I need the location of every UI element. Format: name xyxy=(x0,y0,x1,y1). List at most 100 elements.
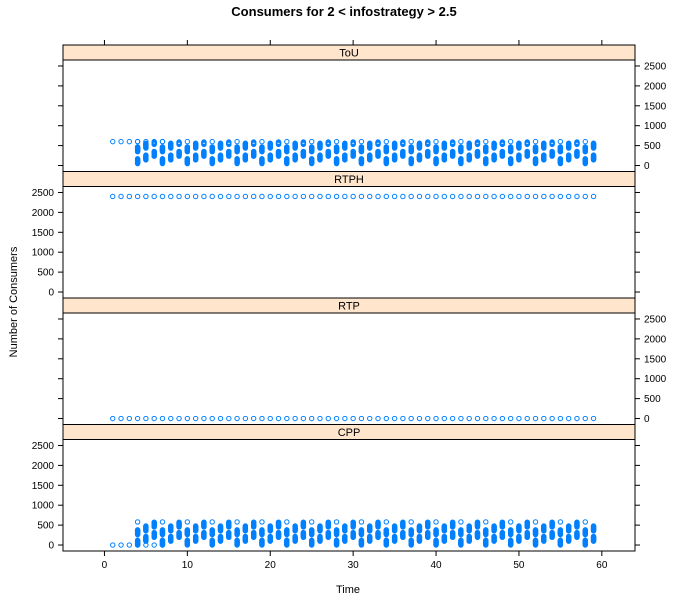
data-point xyxy=(317,140,323,146)
data-point xyxy=(400,193,406,200)
data-point xyxy=(441,193,448,200)
data-point xyxy=(284,193,290,200)
data-point xyxy=(425,519,431,525)
data-point xyxy=(333,415,340,422)
y-tick-label: 500 xyxy=(644,141,661,152)
data-point xyxy=(110,138,116,145)
data-point xyxy=(300,193,307,200)
data-point xyxy=(474,148,481,155)
data-point xyxy=(408,415,414,422)
data-point xyxy=(499,139,506,145)
data-point xyxy=(532,193,539,200)
data-point xyxy=(151,415,157,422)
data-point xyxy=(383,537,390,543)
data-point xyxy=(582,193,588,200)
data-point xyxy=(367,193,373,200)
data-point xyxy=(267,152,273,158)
data-point xyxy=(458,527,464,533)
data-point xyxy=(201,148,207,155)
data-point xyxy=(383,193,390,200)
data-point xyxy=(300,148,307,155)
data-point xyxy=(400,148,406,155)
x-tick-label: 60 xyxy=(596,560,608,571)
data-point xyxy=(192,152,199,158)
data-point xyxy=(259,156,265,162)
data-point xyxy=(590,523,597,529)
data-point xyxy=(300,139,307,145)
data-point xyxy=(474,519,481,525)
data-point xyxy=(391,193,398,200)
data-point xyxy=(408,527,414,533)
data-point xyxy=(441,140,448,146)
data-point xyxy=(541,193,547,200)
data-point xyxy=(524,148,530,155)
data-point xyxy=(491,193,497,200)
data-point xyxy=(143,140,149,146)
data-point xyxy=(458,519,464,525)
data-point xyxy=(367,523,373,529)
data-point xyxy=(176,519,182,525)
data-point xyxy=(590,152,597,158)
data-point xyxy=(308,527,315,533)
data-point xyxy=(242,523,249,529)
data-point xyxy=(242,533,249,540)
data-point xyxy=(134,537,141,543)
data-point xyxy=(483,519,489,525)
y-tick-label: 0 xyxy=(48,541,54,552)
data-point xyxy=(317,523,323,529)
data-point xyxy=(350,139,356,145)
data-point xyxy=(565,415,572,422)
panel-rtp: RTP 0 500 1000 1500 2000 2500 xyxy=(58,297,667,425)
y-tick-label: 1500 xyxy=(644,354,667,365)
data-point xyxy=(209,415,215,422)
data-point xyxy=(292,533,298,540)
data-point xyxy=(143,523,149,529)
data-point xyxy=(375,519,381,525)
data-point xyxy=(466,152,472,158)
data-point xyxy=(134,144,141,150)
data-point xyxy=(483,156,489,162)
data-point xyxy=(143,152,149,158)
strip-label-rtp: RTP xyxy=(338,301,360,313)
data-point xyxy=(333,519,340,525)
data-point xyxy=(118,542,124,548)
data-point xyxy=(234,193,240,200)
data-point xyxy=(159,519,166,525)
data-point xyxy=(590,193,597,200)
data-point xyxy=(565,140,572,146)
data-point xyxy=(516,140,522,146)
data-point xyxy=(250,148,257,155)
data-point xyxy=(267,193,273,200)
y-tick-label: 1000 xyxy=(32,248,55,259)
data-point xyxy=(267,533,273,540)
data-point xyxy=(259,138,265,145)
data-point xyxy=(383,144,390,150)
data-point xyxy=(292,152,298,158)
data-point xyxy=(507,156,514,162)
y-tick-label: 500 xyxy=(37,521,54,532)
data-point xyxy=(375,415,381,422)
data-point xyxy=(449,529,456,536)
y-tick-label: 2000 xyxy=(32,208,55,219)
data-point xyxy=(308,138,315,145)
data-point xyxy=(151,529,157,536)
data-point xyxy=(433,519,439,525)
y-tick-label: 1000 xyxy=(644,121,667,132)
data-point xyxy=(168,533,174,540)
data-point xyxy=(383,527,390,533)
data-point xyxy=(391,415,398,422)
data-point xyxy=(499,193,506,200)
data-point xyxy=(541,152,547,158)
data-point xyxy=(126,542,133,548)
data-point xyxy=(491,415,497,422)
data-point xyxy=(317,193,323,200)
data-point xyxy=(425,148,431,155)
data-point xyxy=(383,415,390,422)
data-point xyxy=(151,519,157,525)
data-point xyxy=(226,148,232,155)
data-point xyxy=(433,415,439,422)
data-point xyxy=(425,139,431,145)
data-point xyxy=(284,156,290,162)
data-point xyxy=(226,139,232,145)
